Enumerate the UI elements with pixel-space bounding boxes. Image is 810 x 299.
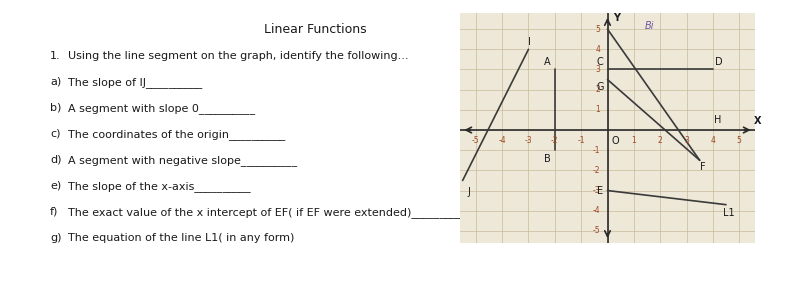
Text: B: B	[544, 154, 551, 164]
Text: -1: -1	[593, 146, 600, 155]
Text: J: J	[468, 187, 471, 196]
Text: A segment with negative slope__________: A segment with negative slope__________	[68, 155, 297, 166]
Text: Bi: Bi	[645, 21, 654, 31]
Text: c): c)	[50, 129, 61, 139]
Text: 1: 1	[632, 136, 636, 146]
Text: The equation of the line L1( in any form): The equation of the line L1( in any form…	[68, 233, 294, 243]
Text: 1: 1	[595, 105, 600, 114]
Text: X: X	[753, 116, 761, 126]
Text: 4: 4	[710, 136, 715, 146]
Text: A segment with slope 0__________: A segment with slope 0__________	[68, 103, 255, 114]
Text: -4: -4	[498, 136, 506, 146]
Text: I: I	[528, 37, 531, 47]
Text: d): d)	[50, 155, 62, 165]
Text: G: G	[596, 82, 603, 91]
Text: 2: 2	[595, 85, 600, 94]
Text: -2: -2	[593, 166, 600, 175]
Text: 2: 2	[658, 136, 663, 146]
Text: -5: -5	[592, 226, 600, 235]
Text: The slope of the x-axis__________: The slope of the x-axis__________	[68, 181, 250, 192]
Text: f): f)	[50, 207, 58, 217]
Text: -4: -4	[592, 206, 600, 215]
Text: L1: L1	[723, 208, 735, 218]
Text: Y: Y	[613, 13, 620, 23]
Text: -3: -3	[525, 136, 532, 146]
Text: g): g)	[50, 233, 62, 243]
Text: E: E	[598, 186, 603, 196]
Text: e): e)	[50, 181, 62, 191]
Text: 3: 3	[684, 136, 689, 146]
Text: -2: -2	[551, 136, 559, 146]
Text: A: A	[544, 57, 551, 68]
Text: 5: 5	[595, 25, 600, 34]
Text: 4: 4	[595, 45, 600, 54]
Text: 1.: 1.	[50, 51, 61, 61]
Text: F: F	[700, 162, 706, 172]
Text: -3: -3	[592, 186, 600, 195]
Text: 3: 3	[595, 65, 600, 74]
Text: 5: 5	[737, 136, 742, 146]
Text: Name______________: Name______________	[543, 23, 667, 36]
Text: O: O	[612, 136, 619, 146]
Text: The coordinates of the origin__________: The coordinates of the origin__________	[68, 129, 285, 140]
Text: C: C	[597, 57, 603, 68]
Text: Using the line segment on the graph, identify the following...: Using the line segment on the graph, ide…	[68, 51, 408, 61]
Text: b): b)	[50, 103, 62, 113]
Text: Linear Functions: Linear Functions	[264, 23, 366, 36]
Text: -5: -5	[472, 136, 480, 146]
Text: H: H	[714, 115, 722, 125]
Text: The slope of IJ__________: The slope of IJ__________	[68, 77, 202, 88]
Text: -1: -1	[578, 136, 585, 146]
Text: D: D	[715, 57, 723, 68]
Text: a): a)	[50, 77, 62, 87]
Text: The exact value of the x intercept of EF( if EF were extended)__________: The exact value of the x intercept of EF…	[68, 207, 467, 218]
